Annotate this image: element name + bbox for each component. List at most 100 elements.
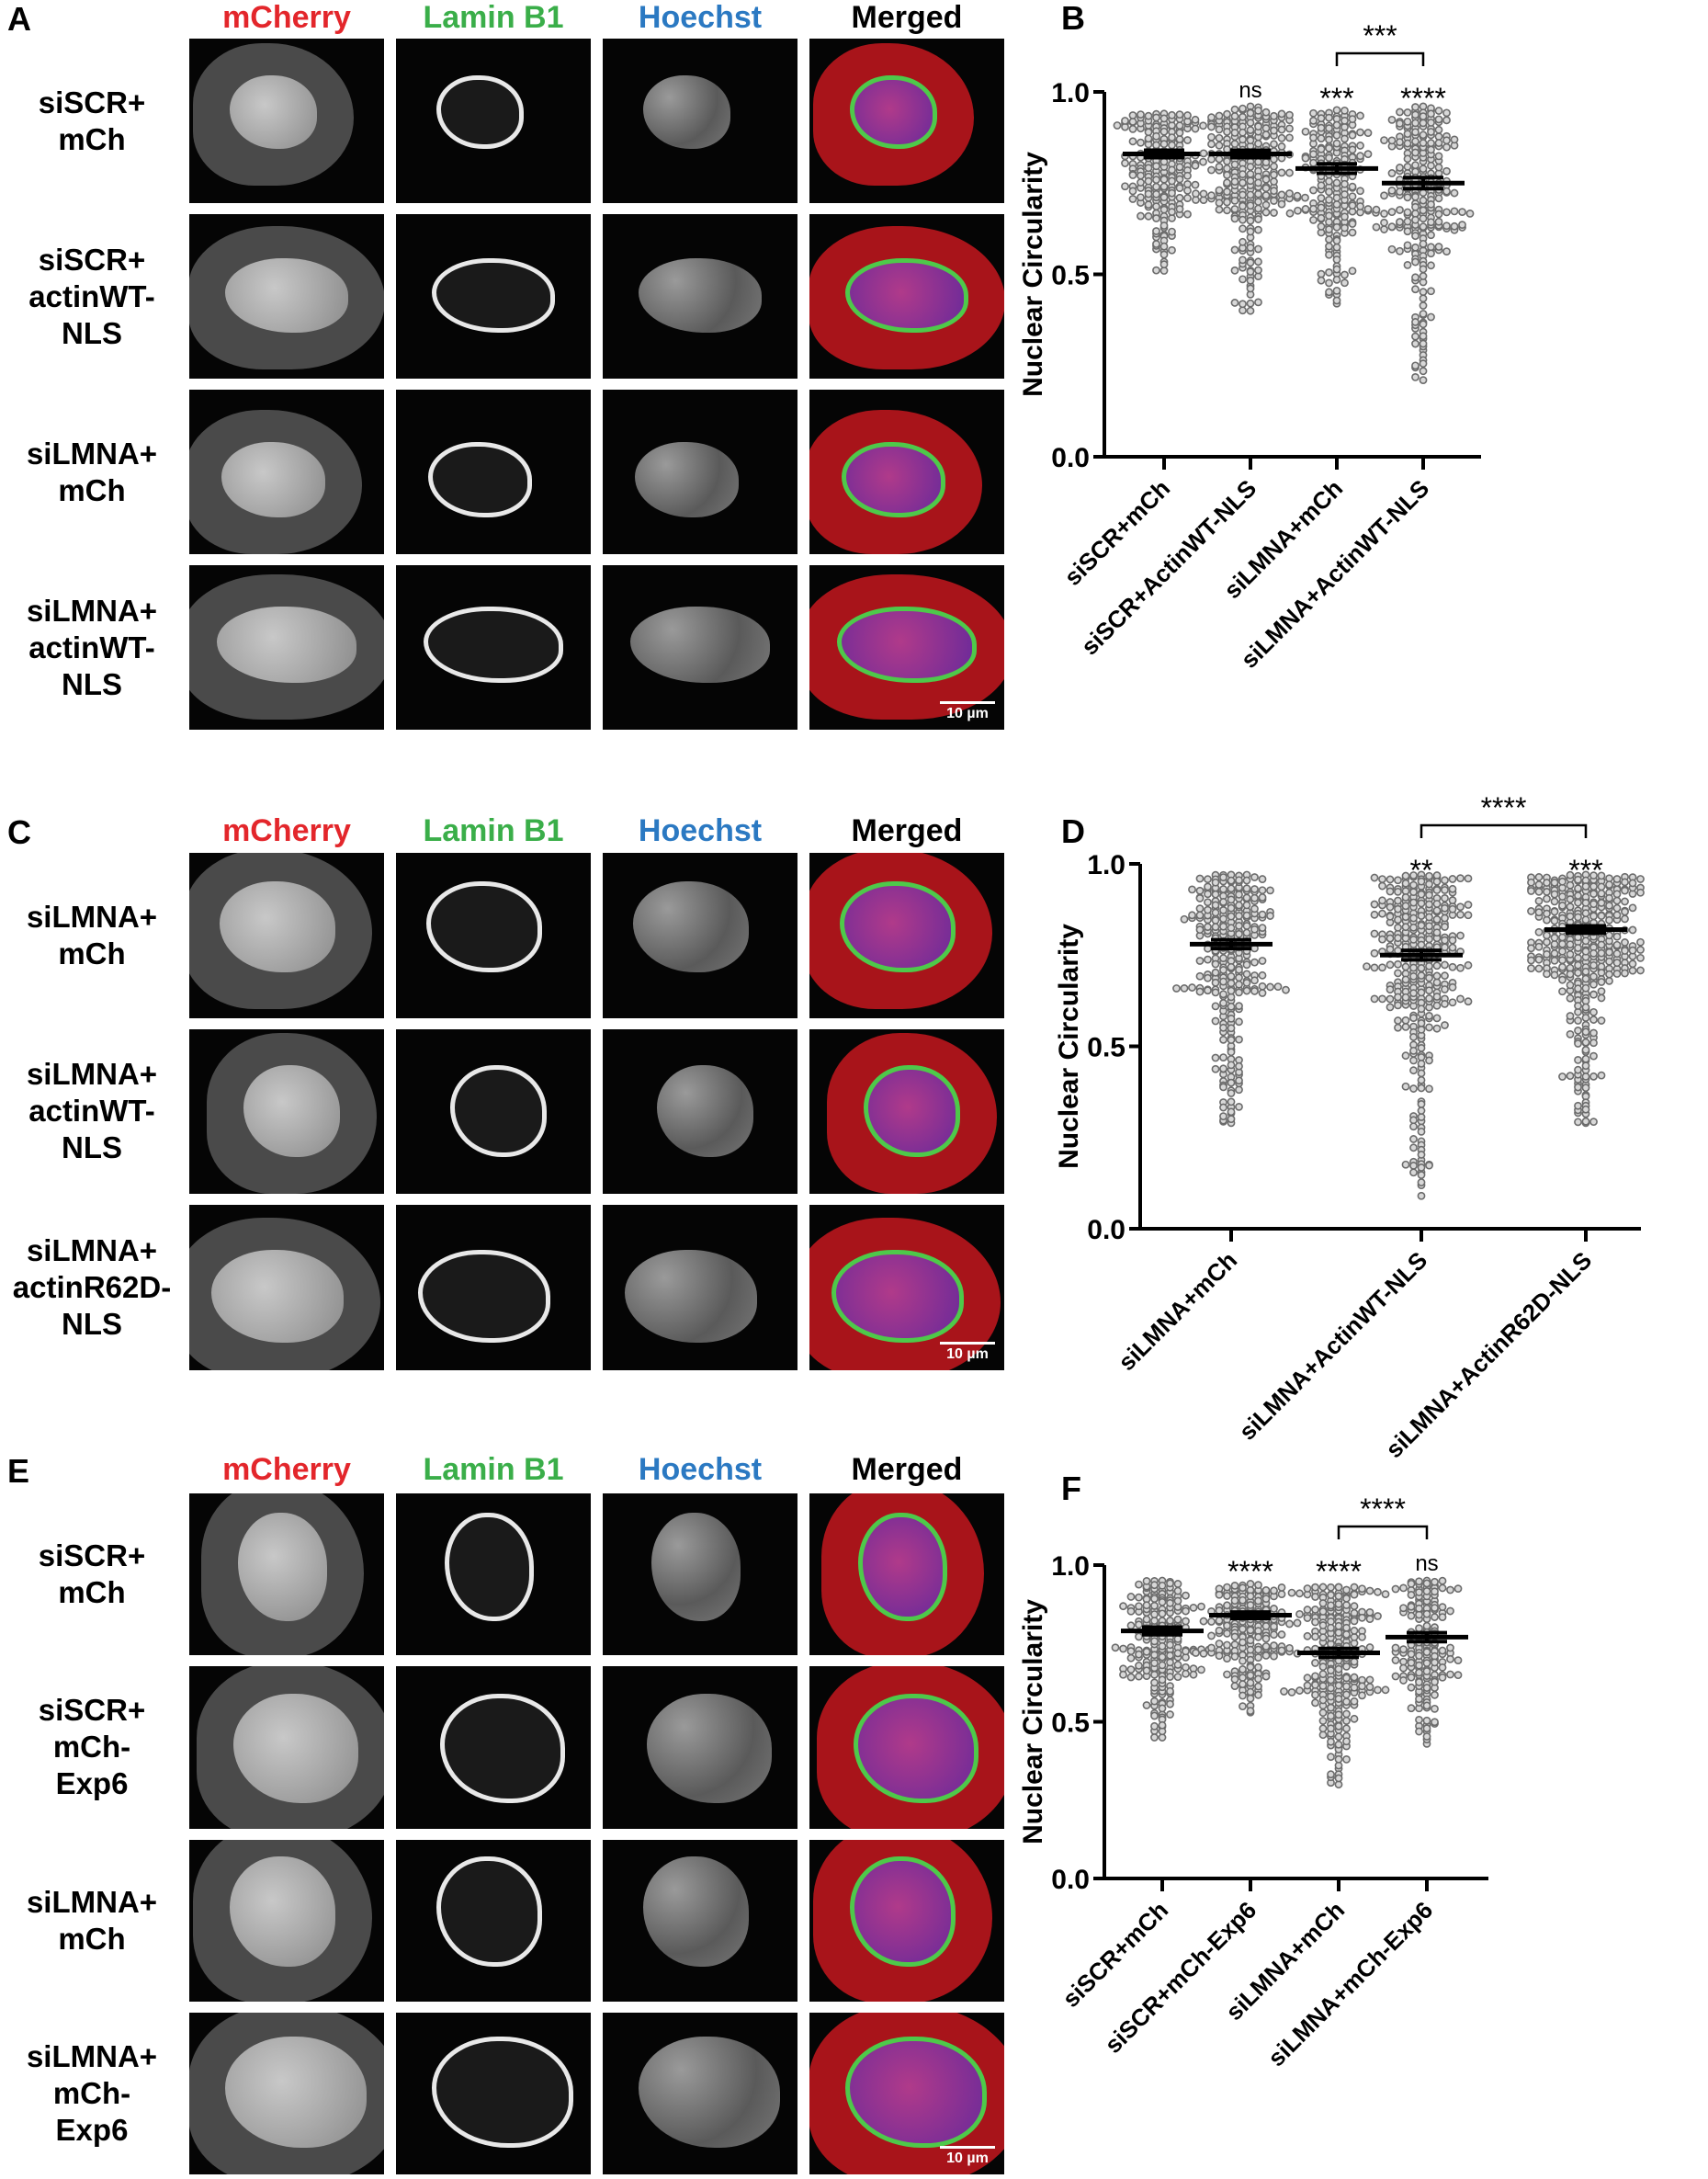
data-point: [1239, 128, 1247, 137]
data-point: [1261, 1642, 1271, 1651]
data-point: [1348, 220, 1357, 228]
data-point: [1396, 108, 1404, 117]
nucleus: [243, 1065, 340, 1158]
data-point: [1325, 176, 1333, 186]
data-point: [1301, 205, 1310, 213]
nucleus: [435, 74, 524, 149]
data-point: [1427, 231, 1435, 240]
data-point: [1235, 988, 1243, 997]
y-tick-label: 1.0: [1087, 850, 1125, 880]
data-point: [1235, 1035, 1243, 1044]
data-point: [1158, 1597, 1167, 1606]
data-point: [1543, 970, 1551, 979]
data-point: [1230, 140, 1239, 148]
data-point: [1301, 153, 1310, 163]
data-point: [1597, 912, 1606, 920]
data-point: [1168, 188, 1176, 198]
data-point: [1605, 957, 1613, 966]
nucleus: [440, 1693, 565, 1803]
data-point: [1192, 1649, 1200, 1657]
data-point: [1195, 971, 1205, 981]
data-point: [1358, 1613, 1366, 1622]
data-point: [1270, 126, 1278, 135]
data-point: [1365, 1607, 1374, 1617]
data-point: [1432, 914, 1442, 924]
data-point: [1442, 187, 1451, 196]
data-point: [1425, 922, 1433, 931]
data-point: [1441, 1021, 1449, 1029]
data-point: [1317, 269, 1326, 278]
data-point: [1370, 948, 1379, 958]
data-point: [1199, 157, 1207, 166]
x-tick-label: siSCR+ActinWT-NLS: [1076, 474, 1262, 661]
data-point: [1318, 1663, 1328, 1672]
data-point: [1254, 1663, 1262, 1672]
row-label: siLMNA+ actinWT- NLS: [26, 1057, 158, 1165]
data-point: [1207, 1643, 1216, 1652]
y-tick-label: 0.0: [1051, 1865, 1090, 1895]
significance-label: ****: [1227, 1555, 1273, 1588]
data-point: [1227, 1078, 1236, 1087]
data-point: [1407, 1673, 1416, 1682]
data-point: [1311, 1672, 1319, 1681]
scale-bar-line: [940, 701, 995, 704]
data-point: [1348, 228, 1357, 237]
data-point: [1191, 115, 1200, 124]
data-point: [1128, 124, 1137, 133]
data-point: [1204, 955, 1212, 964]
data-point: [1534, 873, 1544, 881]
data-point: [1230, 1682, 1239, 1690]
data-point: [1342, 1594, 1351, 1603]
data-point: [1219, 914, 1227, 924]
data-point: [1277, 125, 1286, 134]
data-point: [1327, 1724, 1335, 1733]
data-point: [1409, 1135, 1418, 1143]
data-point: [1334, 1754, 1343, 1764]
nucleus: [656, 1065, 753, 1158]
data-point: [1453, 1656, 1463, 1665]
data-point: [1168, 141, 1176, 150]
data-point: [1239, 1702, 1247, 1711]
data-point: [1230, 112, 1239, 120]
data-point: [1581, 898, 1590, 907]
data-point: [1152, 240, 1160, 248]
data-point: [1227, 1014, 1236, 1023]
data-point: [1204, 905, 1212, 914]
data-point: [1334, 1774, 1343, 1783]
data-point: [1543, 949, 1551, 959]
data-point: [1589, 912, 1598, 921]
data-point: [1597, 940, 1606, 949]
data-point: [1215, 154, 1224, 164]
data-point: [1350, 1602, 1359, 1611]
data-point: [1295, 1589, 1304, 1598]
data-point: [1348, 182, 1357, 191]
data-point: [1442, 247, 1451, 256]
data-point: [1434, 125, 1443, 134]
data-point: [1589, 1028, 1598, 1038]
data-point: [1431, 1604, 1439, 1612]
data-point: [1318, 1607, 1328, 1616]
data-point: [1211, 916, 1220, 925]
data-point: [1327, 1591, 1335, 1599]
nucleus: [647, 1693, 772, 1803]
data-point: [1438, 1646, 1447, 1655]
data-point: [1195, 886, 1205, 895]
data-point: [1543, 915, 1551, 925]
data-point: [1258, 886, 1267, 895]
data-point: [1363, 962, 1371, 971]
data-point: [1332, 120, 1341, 130]
data-point: [1380, 136, 1388, 144]
data-point: [1150, 1678, 1159, 1687]
data-point: [1137, 138, 1145, 147]
nucleus: [426, 881, 542, 973]
data-point: [1434, 152, 1443, 161]
data-point: [1227, 895, 1236, 904]
data-point: [1175, 184, 1184, 193]
data-point: [1142, 1701, 1151, 1709]
data-point: [1417, 1178, 1426, 1186]
data-point: [1574, 1118, 1582, 1127]
data-point: [1612, 959, 1622, 968]
data-point: [1409, 971, 1418, 981]
data-point: [1135, 1580, 1143, 1589]
data-point: [1417, 890, 1426, 899]
